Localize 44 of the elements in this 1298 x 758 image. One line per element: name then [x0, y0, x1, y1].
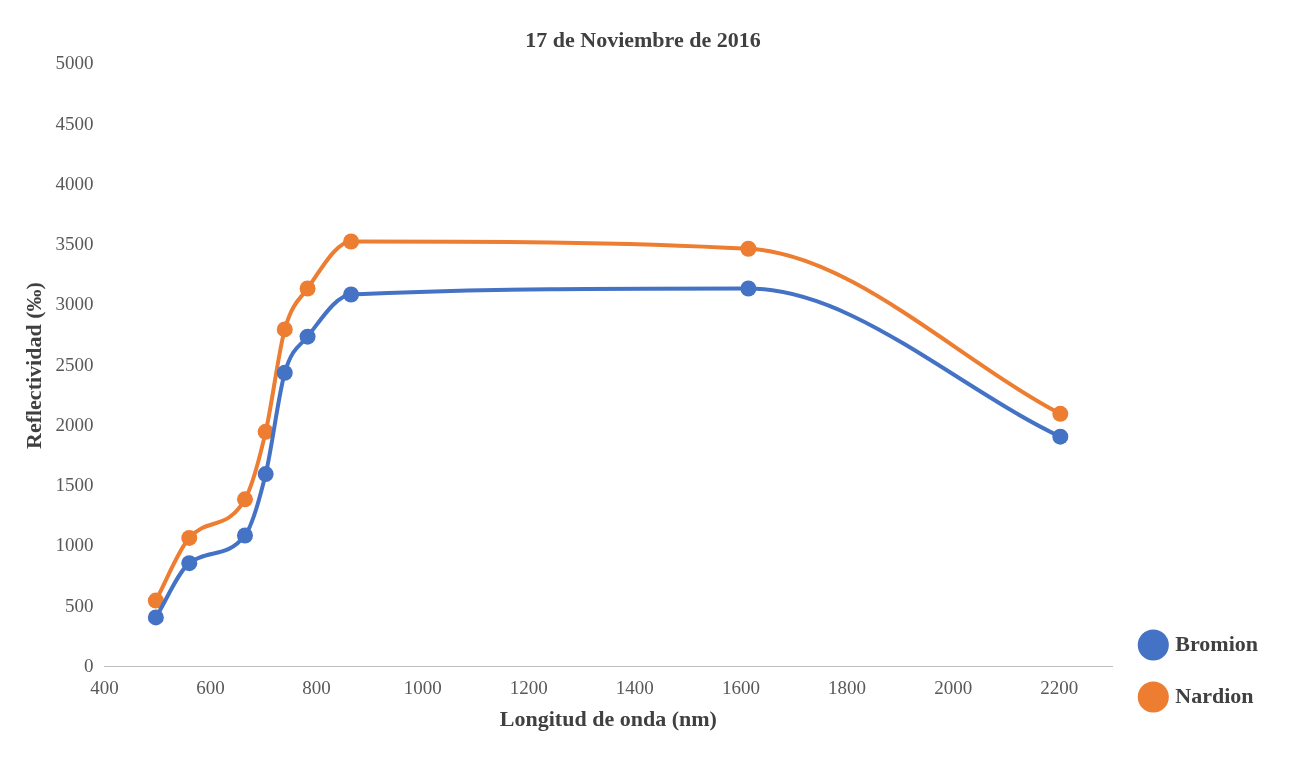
- point: [740, 280, 757, 297]
- x-tick-label: 1000: [403, 677, 442, 699]
- y-tick-label: 500: [64, 594, 94, 616]
- point: [1052, 428, 1069, 445]
- y-tick-label: 0: [83, 654, 94, 676]
- legend-label: Bromion: [1175, 630, 1258, 656]
- point: [257, 466, 274, 483]
- x-tick-label: 2200: [1040, 677, 1079, 699]
- x-axis-title: Longitud de onda (nm): [499, 706, 717, 732]
- point: [181, 555, 198, 572]
- point: [276, 321, 293, 338]
- x-tick-label: 800: [302, 677, 331, 699]
- point: [276, 364, 293, 381]
- point: [236, 491, 253, 508]
- point: [236, 527, 253, 544]
- x-tick-label: 1600: [721, 677, 760, 699]
- point: [343, 286, 360, 303]
- y-tick-label: 4000: [55, 172, 94, 194]
- y-tick-label: 5000: [55, 52, 94, 74]
- point: [257, 423, 274, 440]
- point: [299, 328, 316, 345]
- point: [1052, 405, 1069, 422]
- y-tick-label: 1000: [55, 534, 94, 556]
- x-tick-label: 1800: [828, 677, 867, 699]
- x-tick-label: 1400: [615, 677, 654, 699]
- x-tick-label: 2000: [934, 677, 973, 699]
- y-tick-label: 3500: [55, 233, 94, 255]
- y-tick-label: 2500: [55, 353, 94, 375]
- y-tick-label: 2000: [55, 413, 94, 435]
- point: [181, 529, 198, 546]
- y-tick-label: 1500: [55, 474, 94, 496]
- point: [343, 233, 360, 250]
- x-tick-label: 600: [196, 677, 225, 699]
- point: [299, 280, 316, 297]
- y-tick-label: 4500: [55, 112, 94, 134]
- y-axis-title: Reflectividad (‰): [20, 282, 46, 449]
- legend-label: Nardion: [1175, 682, 1254, 708]
- point: [147, 609, 164, 626]
- x-tick-label: 400: [90, 677, 119, 699]
- chart-title: 17 de Noviembre de 2016: [525, 26, 761, 52]
- point: [147, 592, 164, 609]
- x-tick-label: 1200: [509, 677, 548, 699]
- y-tick-label: 3000: [55, 293, 94, 315]
- point: [740, 240, 757, 257]
